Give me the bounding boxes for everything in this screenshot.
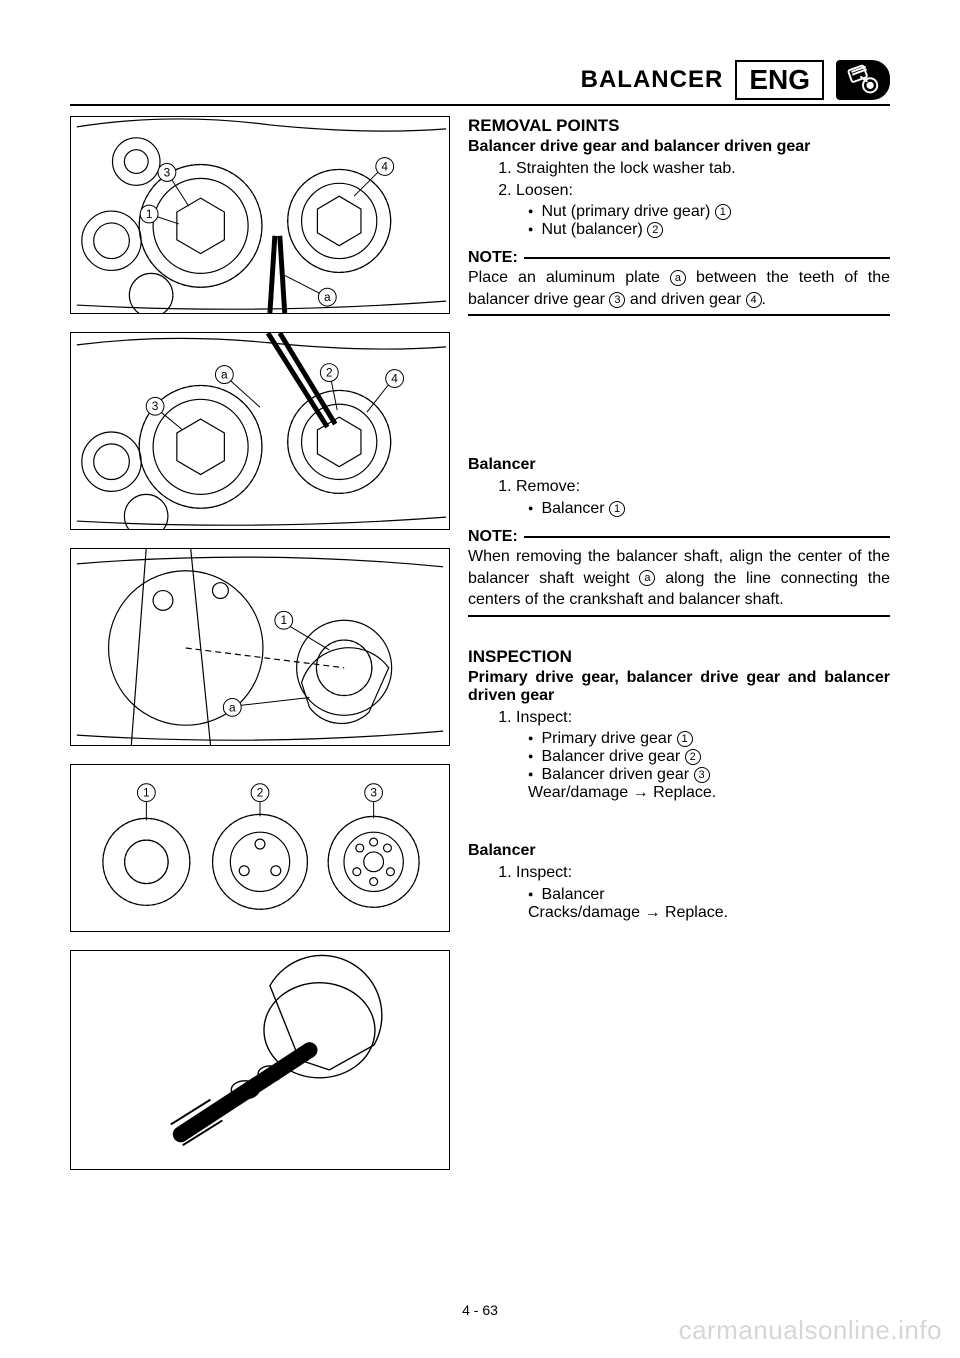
svg-text:a: a xyxy=(324,290,331,304)
note-label: NOTE: xyxy=(468,249,518,267)
svg-text:4: 4 xyxy=(391,371,398,385)
step-1: Straighten the lock washer tab. xyxy=(516,158,890,180)
svg-text:a: a xyxy=(221,368,228,382)
balancer-inspect-heading: Balancer xyxy=(468,842,890,860)
note-rule: NOTE: xyxy=(468,249,890,267)
diagram-1: 3 1 4 a xyxy=(70,116,450,314)
svg-text:1: 1 xyxy=(143,786,150,800)
removal-subheading: Balancer drive gear and balancer driven … xyxy=(468,138,890,156)
removal-section: REMOVAL POINTS Balancer drive gear and b… xyxy=(468,116,890,316)
bullet-nut-primary: Nut (primary drive gear) 1 xyxy=(528,203,890,221)
balancer-inspect-bullets: BalancerCracks/damage → Replace. xyxy=(468,886,890,922)
inspection-bullets: Primary drive gear 1 Balancer drive gear… xyxy=(468,730,890,802)
bullet-driven-gear: Balancer driven gear 3Wear/damage → Repl… xyxy=(528,766,890,802)
svg-text:3: 3 xyxy=(152,399,159,413)
balancer-inspect-step-1: Inspect: xyxy=(516,862,890,884)
remove-step-1: Remove: xyxy=(516,476,890,498)
gap-1 xyxy=(468,316,890,456)
removal-steps: Straighten the lock washer tab. Loosen: xyxy=(468,158,890,201)
balancer-remove-heading: Balancer xyxy=(468,456,890,474)
removal-note-body: Place an aluminum plate a between the te… xyxy=(468,267,890,316)
svg-text:2: 2 xyxy=(326,366,333,380)
note-rule-2: NOTE: xyxy=(468,528,890,546)
svg-text:1: 1 xyxy=(280,613,287,627)
balancer-remove-bullets: Balancer 1 xyxy=(468,500,890,518)
svg-text:3: 3 xyxy=(164,165,171,179)
inspection-heading: INSPECTION xyxy=(468,647,890,667)
balancer-remove-steps: Remove: xyxy=(468,476,890,498)
piston-icon xyxy=(836,60,890,100)
text-column: REMOVAL POINTS Balancer drive gear and b… xyxy=(468,116,890,1292)
balancer-inspect-steps: Inspect: xyxy=(468,862,890,884)
inspection-section: INSPECTION Primary drive gear, balancer … xyxy=(468,647,890,803)
svg-text:1: 1 xyxy=(146,207,153,221)
inspection-subheading: Primary drive gear, balancer drive gear … xyxy=(468,669,890,705)
gap-2 xyxy=(468,617,890,647)
balancer-inspect-section: Balancer Inspect: BalancerCracks/damage … xyxy=(468,842,890,922)
bullet-balancer: Balancer 1 xyxy=(528,500,890,518)
note-label-2: NOTE: xyxy=(468,528,518,546)
diagram-3: 1 a xyxy=(70,548,450,746)
svg-text:2: 2 xyxy=(257,786,264,800)
removal-bullets: Nut (primary drive gear) 1 Nut (balancer… xyxy=(468,203,890,239)
page-title: BALANCER xyxy=(581,66,724,94)
gap-3 xyxy=(468,802,890,842)
inspect-step-1: Inspect: xyxy=(516,707,890,729)
page-header: BALANCER ENG xyxy=(70,60,890,106)
diagram-4: 1 2 3 xyxy=(70,764,450,932)
bullet-balancer-inspect: BalancerCracks/damage → Replace. xyxy=(528,886,890,922)
diagram-2: 3 a 2 4 xyxy=(70,332,450,530)
balancer-remove-note: When removing the balancer shaft, align … xyxy=(468,546,890,617)
eng-badge: ENG xyxy=(735,60,824,100)
bullet-drive-gear: Balancer drive gear 2 xyxy=(528,748,890,766)
inspection-steps: Inspect: xyxy=(468,707,890,729)
bullet-primary-gear: Primary drive gear 1 xyxy=(528,730,890,748)
balancer-remove-section: Balancer Remove: Balancer 1 NOTE: When r… xyxy=(468,456,890,616)
bullet-nut-balancer: Nut (balancer) 2 xyxy=(528,221,890,239)
diagram-5 xyxy=(70,950,450,1170)
watermark: carmanualsonline.info xyxy=(679,1315,942,1346)
svg-text:4: 4 xyxy=(381,159,388,173)
diagram-column: 3 1 4 a xyxy=(70,116,450,1292)
removal-heading: REMOVAL POINTS xyxy=(468,116,890,136)
svg-text:3: 3 xyxy=(370,786,377,800)
step-2: Loosen: xyxy=(516,180,890,202)
svg-text:a: a xyxy=(229,700,236,714)
